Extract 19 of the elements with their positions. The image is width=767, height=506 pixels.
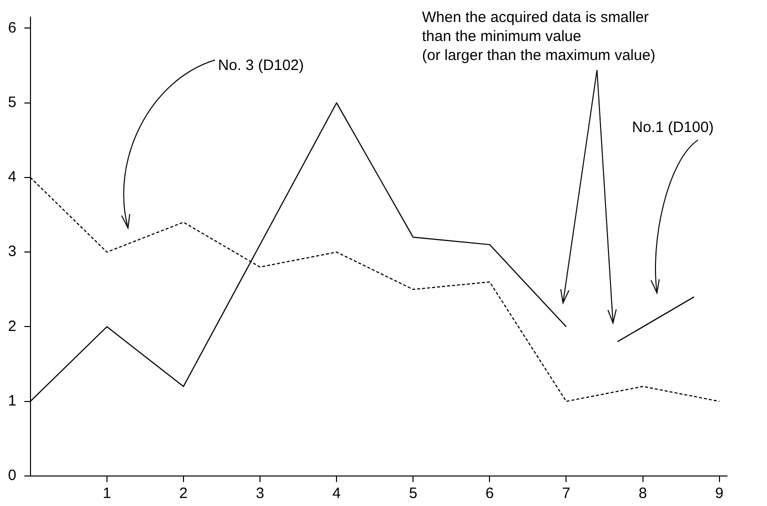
x-tick-label: 4 xyxy=(332,485,341,502)
y-tick-label: 6 xyxy=(8,19,16,36)
x-tick-label: 1 xyxy=(102,485,112,502)
text: No. 3 (D102) xyxy=(218,57,304,74)
y-tick-label: 0 xyxy=(8,467,16,484)
x-tick-label: 9 xyxy=(715,485,724,502)
x-tick-label: 3 xyxy=(256,485,264,502)
y-tick-label: 1 xyxy=(8,392,16,410)
annotation: When the acquired data is smaller than the minimum value (or larger than the maximum value) xyxy=(422,9,656,64)
y-tick-label: 3 xyxy=(8,243,16,260)
x-tick-label: 6 xyxy=(486,485,494,502)
y-tick-label: 4 xyxy=(8,168,16,186)
x-tick-label: 2 xyxy=(179,485,188,502)
x-tick-label: 7 xyxy=(562,485,570,502)
y-tick-label: 5 xyxy=(8,94,16,111)
x-tick-label: 8 xyxy=(638,485,647,502)
y-tick-label: 2 xyxy=(8,318,16,335)
text: No.1 (D100) xyxy=(632,119,714,136)
x-tick-label: 5 xyxy=(408,485,418,502)
